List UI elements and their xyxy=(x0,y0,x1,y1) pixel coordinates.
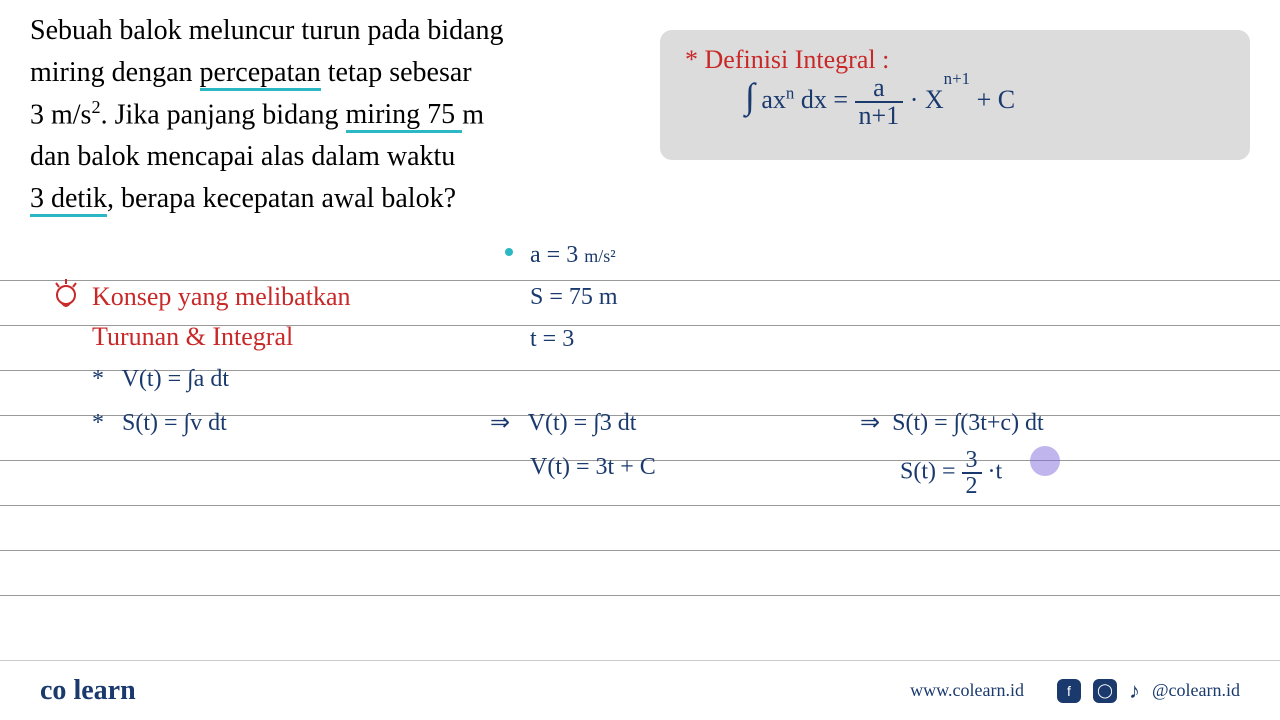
work-v-int-text: V(t) = ∫3 dt xyxy=(528,410,637,436)
problem-statement: Sebuah balok meluncur turun pada bidang … xyxy=(30,10,610,220)
definition-title-text: Definisi Integral : xyxy=(705,45,890,74)
problem-underline3: 3 detik xyxy=(30,183,107,217)
problem-underline2: miring 75 xyxy=(346,99,463,133)
concept-line1: Konsep yang melibatkan xyxy=(92,282,351,312)
problem-underline1: percepatan xyxy=(200,57,321,91)
def-frac-bot: n+1 xyxy=(855,103,904,129)
cyan-dot xyxy=(505,248,513,256)
problem-line2c: tetap sebesar xyxy=(321,57,472,88)
work-s-result: S(t) = 3 2 ·t xyxy=(900,448,1002,498)
def-exp: n+1 xyxy=(944,69,970,88)
problem-line3a: 3 m/s xyxy=(30,99,91,130)
def-lhs-a: ax xyxy=(761,85,786,114)
work-s-frac-bot: 2 xyxy=(962,474,982,498)
problem-line2a: miring dengan xyxy=(30,57,200,88)
problem-line4: dan balok mencapai alas dalam waktu xyxy=(30,141,455,172)
arrow2: ⇒ xyxy=(860,410,880,436)
ruled-line xyxy=(0,280,1280,281)
footer: co learn www.colearn.id f ◯ ♪ @colearn.i… xyxy=(0,660,1280,720)
formula-v-text: V(t) = ∫a dt xyxy=(122,366,229,392)
ruled-line xyxy=(0,595,1280,596)
definition-box: * Definisi Integral : ∫ axn dx = a n+1 ·… xyxy=(660,30,1250,160)
ruled-line xyxy=(0,550,1280,551)
given-t: t = 3 xyxy=(530,326,574,353)
footer-url: www.colearn.id xyxy=(910,680,1024,701)
problem-exp: 2 xyxy=(91,97,100,117)
definition-formula: ∫ axn dx = a n+1 · Xn+1 + C xyxy=(745,75,1225,129)
work-s-int-text: S(t) = ∫(3t+c) dt xyxy=(892,410,1044,436)
problem-line3c: . Jika panjang bidang xyxy=(101,99,346,130)
def-fraction: a n+1 xyxy=(855,75,904,129)
def-dot: · X xyxy=(910,85,944,114)
lightbulb-doodle-icon xyxy=(48,275,84,311)
problem-line3e: m xyxy=(462,99,484,130)
integral-symbol: ∫ xyxy=(745,76,755,116)
ruled-line xyxy=(0,505,1280,506)
work-s-result-b: ·t xyxy=(988,459,1003,485)
work-s-result-a: S(t) = xyxy=(900,459,962,485)
formula-v-marker: * xyxy=(92,366,104,392)
given-a: a = 3 m/s² xyxy=(530,242,616,269)
cursor-highlight xyxy=(1030,446,1060,476)
doodle-icon xyxy=(48,275,84,319)
def-frac-top: a xyxy=(855,75,904,103)
work-v-int: ⇒ V(t) = ∫3 dt xyxy=(490,408,636,437)
definition-marker: * xyxy=(685,45,698,74)
problem-line5b: , berapa kecepatan awal balok? xyxy=(107,183,456,214)
arrow1: ⇒ xyxy=(490,410,510,436)
def-dx: dx = xyxy=(801,85,855,114)
def-plusc: + C xyxy=(977,85,1016,114)
instagram-icon: ◯ xyxy=(1093,679,1117,703)
logo-co: co xyxy=(40,675,66,706)
work-s-int: ⇒ S(t) = ∫(3t+c) dt xyxy=(860,408,1044,437)
concept-line2: Turunan & Integral xyxy=(92,322,293,352)
footer-right: www.colearn.id f ◯ ♪ @colearn.id xyxy=(910,678,1240,704)
formula-s: * S(t) = ∫v dt xyxy=(92,410,227,437)
problem-line1: Sebuah balok meluncur turun pada bidang xyxy=(30,15,504,46)
footer-handle: @colearn.id xyxy=(1152,680,1240,701)
tiktok-icon: ♪ xyxy=(1129,678,1140,704)
formula-v: * V(t) = ∫a dt xyxy=(92,366,229,393)
logo-learn: learn xyxy=(73,675,135,706)
formula-s-marker: * xyxy=(92,410,104,436)
work-s-fraction: 3 2 xyxy=(962,448,982,498)
def-lhs-n: n xyxy=(786,83,794,102)
given-s: S = 75 m xyxy=(530,284,618,311)
logo: co learn xyxy=(40,675,136,707)
given-a-unit: m/s² xyxy=(584,246,615,266)
facebook-icon: f xyxy=(1057,679,1081,703)
formula-s-text: S(t) = ∫v dt xyxy=(122,410,227,436)
work-s-frac-top: 3 xyxy=(962,448,982,474)
work-v-result: V(t) = 3t + C xyxy=(530,454,656,481)
given-a-eq: a = 3 xyxy=(530,242,584,268)
